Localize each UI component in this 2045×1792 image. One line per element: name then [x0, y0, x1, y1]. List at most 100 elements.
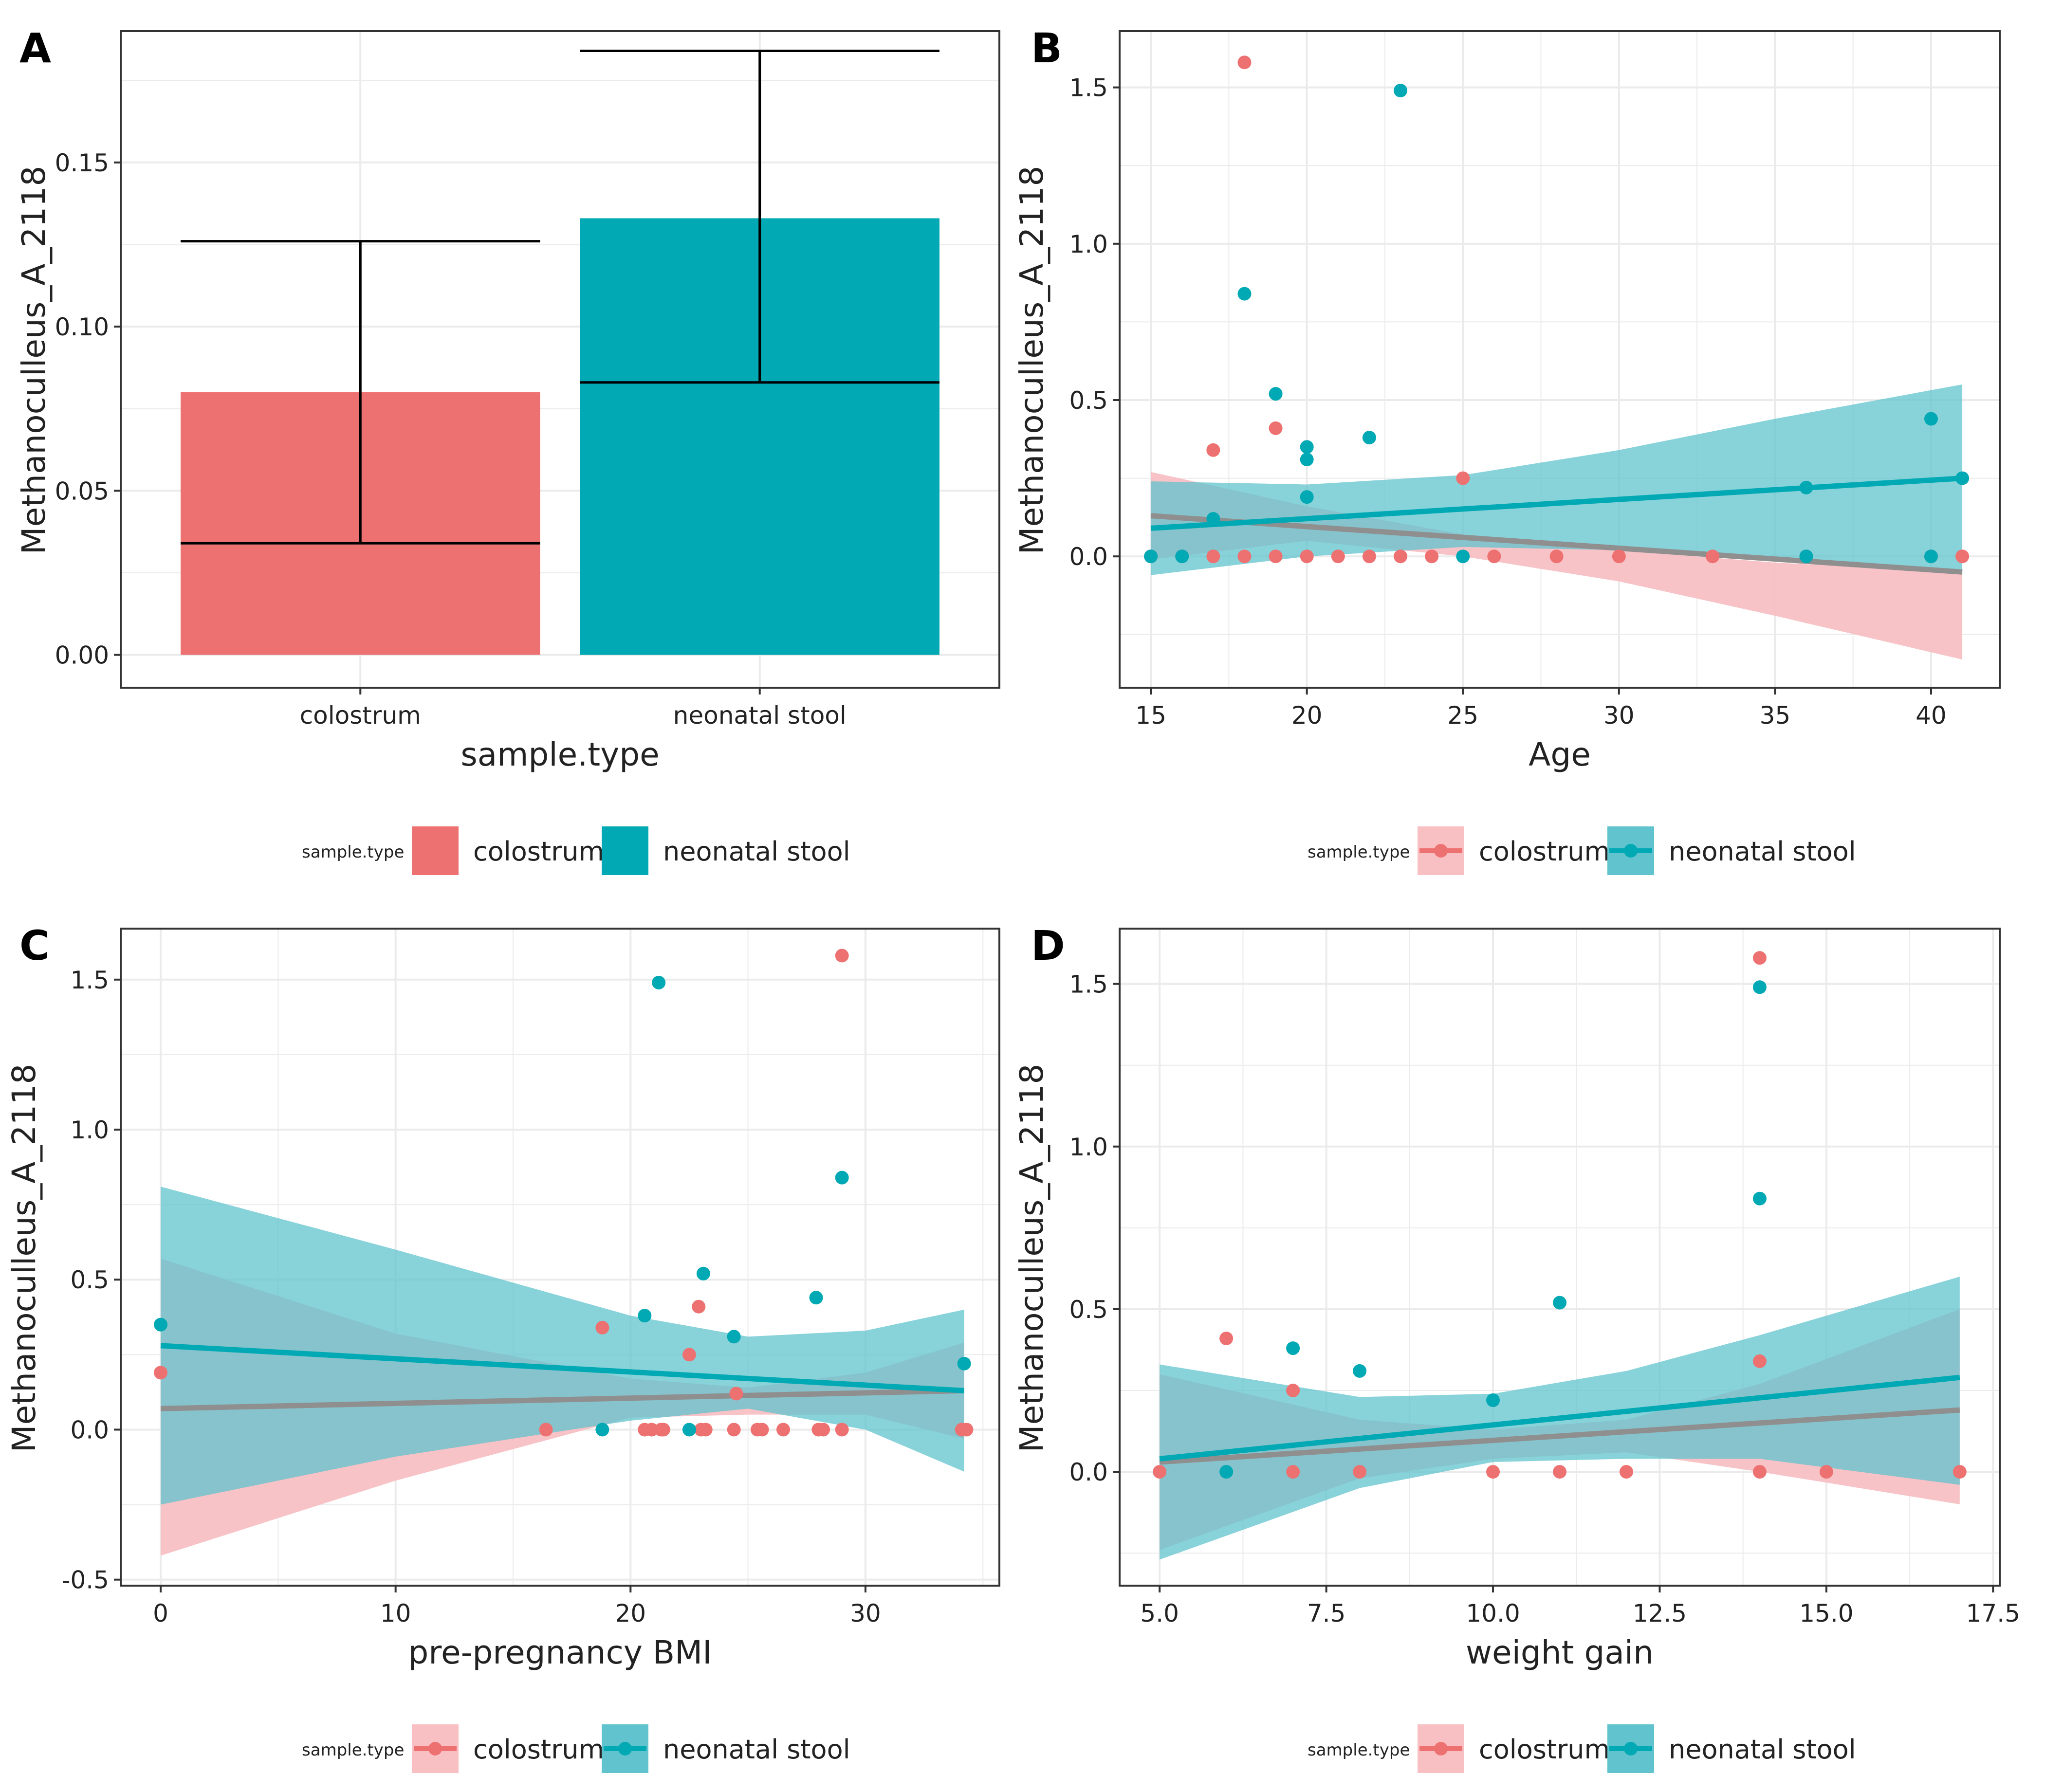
- legend: sample.type colostrum neonatal stool: [1308, 826, 1856, 875]
- legend-label: colostrum: [473, 1734, 604, 1765]
- point-colostrum: [776, 1423, 790, 1437]
- x-axis-title: weight gain: [1466, 1634, 1654, 1671]
- y-tick-label: 1.5: [70, 966, 109, 994]
- point-neonatal-stool: [682, 1423, 696, 1437]
- x-tick-label: 35: [1760, 701, 1791, 730]
- x-tick-label: 30: [1603, 701, 1635, 730]
- point-neonatal-stool: [1924, 549, 1938, 564]
- point-neonatal-stool: [1955, 471, 1970, 485]
- x-tick-label: 10.0: [1466, 1599, 1520, 1627]
- y-axis-title: Methanoculleus_A_2118: [1013, 166, 1050, 555]
- point-colostrum: [729, 1387, 743, 1401]
- x-tick-label: 40: [1916, 701, 1947, 730]
- legend-title: sample.type: [1308, 1740, 1410, 1760]
- point-colostrum: [1206, 443, 1220, 457]
- y-tick-label: 1.5: [1069, 74, 1108, 102]
- fit-line-colostrum: [1159, 1407, 1960, 1465]
- point-colostrum: [1353, 1465, 1367, 1479]
- point-neonatal-stool: [957, 1356, 971, 1371]
- panel-tag: A: [19, 24, 51, 72]
- y-tick-label: 0.5: [1069, 1296, 1108, 1324]
- panel-D: 0.0 0.5 1.0 1.5 5.0 7.5 10.0 12.5 15.0 17.5 weight…: [1013, 922, 2020, 1773]
- legend-key-colostrum: colostrum: [1418, 826, 1610, 875]
- legend: sample.type colostrum neonatal stool: [302, 1724, 850, 1773]
- legend-label: neonatal stool: [663, 1734, 850, 1765]
- point-neonatal-stool: [1752, 980, 1767, 994]
- point-neonatal-stool: [1799, 480, 1813, 494]
- plot-content: [1153, 951, 1967, 1560]
- point-colostrum: [1269, 549, 1283, 564]
- x-tick-label: 15.0: [1799, 1599, 1853, 1627]
- point-colostrum: [1153, 1465, 1167, 1479]
- confidence-band-neonatal-stool: [161, 1187, 964, 1505]
- point-colostrum: [645, 1423, 659, 1437]
- legend-label: neonatal stool: [1669, 836, 1856, 867]
- point-colostrum: [1269, 421, 1283, 435]
- legend-key-colostrum: colostrum: [412, 826, 604, 875]
- point-colostrum: [1237, 549, 1252, 564]
- legend-title: sample.type: [302, 1740, 404, 1760]
- fit-line-neonatal-stool: [1159, 1374, 1960, 1462]
- point-neonatal-stool: [1206, 512, 1220, 526]
- point-neonatal-stool: [1362, 431, 1376, 445]
- point-colostrum: [1752, 951, 1767, 965]
- x-tick-label: 7.5: [1307, 1599, 1346, 1627]
- point-colostrum: [1286, 1384, 1300, 1398]
- point-colostrum: [959, 1423, 974, 1437]
- point-neonatal-stool: [1486, 1393, 1500, 1408]
- point-colostrum: [1425, 549, 1439, 564]
- y-tick-label: 0.05: [55, 477, 109, 505]
- point-neonatal-stool: [595, 1423, 609, 1437]
- legend-label: neonatal stool: [663, 836, 850, 867]
- point-colostrum: [699, 1423, 713, 1437]
- legend-key-neonatal-stool: neonatal stool: [602, 826, 850, 875]
- point-neonatal-stool: [696, 1266, 710, 1280]
- legend-key-colostrum: colostrum: [412, 1724, 604, 1773]
- point-neonatal-stool: [809, 1291, 823, 1305]
- y-axis-title: Methanoculleus_A_2118: [1013, 1064, 1050, 1453]
- point-neonatal-stool: [652, 975, 666, 989]
- legend-label: colostrum: [473, 836, 604, 867]
- point-neonatal-stool: [1300, 453, 1314, 467]
- legend-swatch: [412, 826, 459, 875]
- point-colostrum: [682, 1348, 696, 1362]
- x-tick-label: 5.0: [1140, 1599, 1179, 1627]
- y-tick-label: 1.0: [70, 1116, 109, 1144]
- y-axis-title: Methanoculleus_A_2118: [5, 1064, 43, 1453]
- point-colostrum: [1286, 1465, 1300, 1479]
- legend-point: [1624, 844, 1638, 858]
- legend-point: [1624, 1742, 1638, 1755]
- point-neonatal-stool: [1353, 1364, 1367, 1378]
- y-tick-label: -0.5: [61, 1566, 109, 1594]
- x-tick-label: 10: [380, 1599, 411, 1627]
- x-tick-label: 30: [850, 1599, 881, 1627]
- fit-line-neonatal-stool: [1150, 475, 1963, 531]
- legend-label: colostrum: [1479, 1734, 1610, 1765]
- point-neonatal-stool: [1799, 549, 1813, 564]
- legend-point: [1434, 844, 1448, 858]
- y-tick-label: 1.0: [1069, 230, 1108, 258]
- plot-border: [1119, 30, 2001, 689]
- point-colostrum: [595, 1320, 609, 1335]
- panel-tag: B: [1031, 24, 1062, 72]
- panel-tag: C: [19, 922, 50, 969]
- legend-point: [428, 1742, 442, 1755]
- x-tick-label: 17.5: [1966, 1599, 2020, 1627]
- legend-swatch: [602, 826, 648, 875]
- legend-key-neonatal-stool: neonatal stool: [1607, 1724, 1856, 1773]
- plot-content: [181, 218, 940, 655]
- point-colostrum: [1456, 471, 1470, 485]
- y-tick-label: 0.0: [1069, 1458, 1108, 1486]
- point-neonatal-stool: [1752, 1191, 1767, 1206]
- point-colostrum: [1486, 1465, 1500, 1479]
- point-colostrum: [1619, 1465, 1633, 1479]
- fit-line-neonatal-stool: [160, 1343, 964, 1393]
- point-neonatal-stool: [1219, 1465, 1234, 1479]
- point-neonatal-stool: [1300, 440, 1314, 454]
- panel-C: -0.5 0.0 0.5 1.0 1.5 0 10 20 30 pre-pregnancy BMI…: [5, 922, 1000, 1773]
- point-colostrum: [727, 1423, 741, 1437]
- legend-point: [1434, 1742, 1448, 1755]
- x-axis-title: pre-pregnancy BMI: [408, 1634, 712, 1671]
- legend-key-neonatal-stool: neonatal stool: [1607, 826, 1856, 875]
